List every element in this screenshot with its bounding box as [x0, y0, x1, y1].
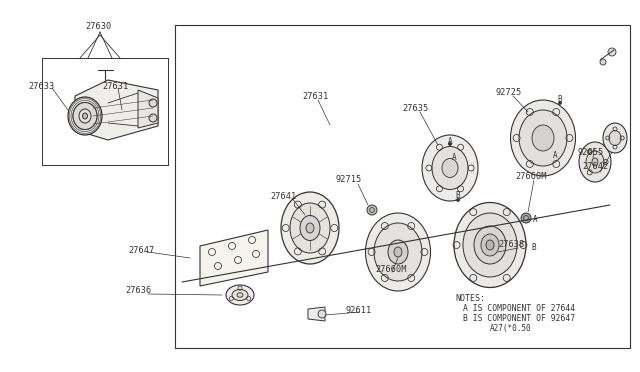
Text: B: B	[557, 96, 563, 105]
Ellipse shape	[226, 285, 254, 305]
Text: A IS COMPONENT OF 27644: A IS COMPONENT OF 27644	[463, 304, 575, 313]
Text: A: A	[452, 154, 456, 163]
Text: 27630: 27630	[85, 22, 111, 31]
Text: 27642: 27642	[582, 162, 608, 171]
Ellipse shape	[300, 215, 320, 241]
Text: 92715: 92715	[336, 175, 362, 184]
Text: 27636: 27636	[125, 286, 151, 295]
Ellipse shape	[237, 293, 243, 297]
Circle shape	[369, 208, 374, 212]
Ellipse shape	[73, 103, 97, 129]
Text: A: A	[553, 151, 557, 160]
Ellipse shape	[454, 202, 526, 288]
Circle shape	[608, 48, 616, 56]
Text: 27647: 27647	[128, 246, 154, 255]
Text: 27660M: 27660M	[515, 172, 547, 181]
Ellipse shape	[83, 113, 88, 119]
Ellipse shape	[463, 213, 517, 277]
Ellipse shape	[394, 247, 402, 257]
Circle shape	[456, 199, 460, 202]
Ellipse shape	[388, 240, 408, 264]
Ellipse shape	[586, 151, 604, 173]
Circle shape	[149, 114, 157, 122]
Circle shape	[521, 213, 531, 223]
Polygon shape	[138, 90, 158, 128]
Text: A: A	[532, 215, 538, 224]
Ellipse shape	[603, 123, 627, 153]
Text: 92655: 92655	[578, 148, 604, 157]
Text: 27660M: 27660M	[375, 265, 406, 274]
Ellipse shape	[281, 192, 339, 264]
Text: 27633: 27633	[28, 82, 54, 91]
Ellipse shape	[79, 109, 91, 123]
Text: B IS COMPONENT OF 92647: B IS COMPONENT OF 92647	[463, 314, 575, 323]
Circle shape	[149, 99, 157, 107]
Ellipse shape	[511, 100, 575, 176]
Text: 92611: 92611	[345, 306, 371, 315]
Circle shape	[449, 142, 451, 145]
Text: 92725: 92725	[496, 88, 522, 97]
Text: 27641: 27641	[270, 192, 296, 201]
Ellipse shape	[290, 203, 330, 253]
Circle shape	[600, 59, 606, 65]
Text: B: B	[456, 190, 460, 199]
Ellipse shape	[592, 158, 598, 166]
Ellipse shape	[68, 97, 102, 135]
Ellipse shape	[374, 223, 422, 281]
Circle shape	[559, 102, 561, 105]
Ellipse shape	[365, 213, 431, 291]
Circle shape	[367, 205, 377, 215]
Text: 27635: 27635	[402, 104, 428, 113]
Text: A: A	[448, 138, 452, 147]
Ellipse shape	[442, 158, 458, 177]
Text: 27631: 27631	[302, 92, 328, 101]
Text: A27(*0.50: A27(*0.50	[490, 324, 532, 333]
Ellipse shape	[481, 234, 499, 256]
Text: NOTES:: NOTES:	[455, 294, 485, 303]
Ellipse shape	[232, 289, 248, 301]
Polygon shape	[200, 230, 268, 286]
Text: 27638: 27638	[498, 240, 524, 249]
Text: B: B	[532, 244, 536, 253]
Ellipse shape	[486, 240, 494, 250]
Ellipse shape	[519, 110, 567, 166]
Text: 27631: 27631	[102, 82, 128, 91]
Ellipse shape	[422, 135, 478, 201]
Ellipse shape	[579, 142, 611, 182]
Polygon shape	[308, 307, 325, 321]
Circle shape	[318, 310, 326, 318]
Ellipse shape	[474, 226, 506, 264]
Polygon shape	[75, 80, 158, 140]
Ellipse shape	[532, 125, 554, 151]
Ellipse shape	[306, 223, 314, 233]
Ellipse shape	[432, 147, 468, 189]
Ellipse shape	[609, 131, 621, 145]
